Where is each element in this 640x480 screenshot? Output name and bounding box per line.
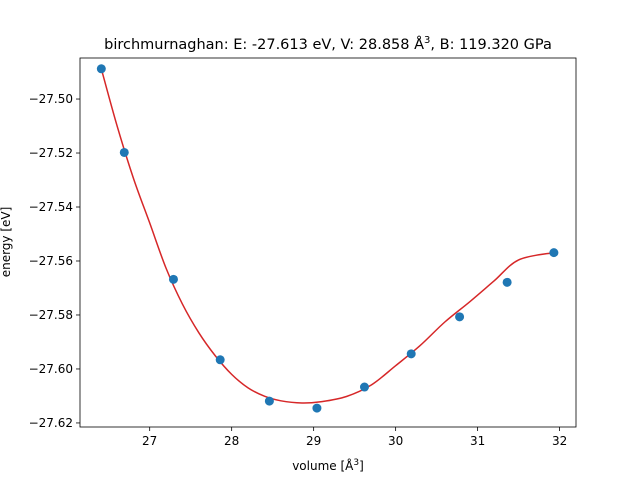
x-tick-label: 31	[470, 434, 485, 448]
y-tick-label: −27.54	[29, 200, 73, 214]
data-point	[312, 403, 322, 413]
plot-frame	[79, 57, 577, 428]
y-tick-label: −27.52	[29, 146, 73, 160]
data-point	[168, 274, 178, 284]
x-tick-label: 32	[552, 434, 567, 448]
chart-title: birchmurnaghan: E: -27.613 eV, V: 28.858…	[104, 35, 552, 53]
plot-area	[96, 64, 559, 413]
data-point	[359, 382, 369, 392]
data-point	[406, 349, 416, 359]
data-point	[264, 396, 274, 406]
y-tick-label: −27.58	[29, 308, 73, 322]
y-tick-label: −27.62	[29, 416, 73, 430]
y-tick-label: −27.60	[29, 362, 73, 376]
data-point	[502, 277, 512, 287]
data-point	[549, 248, 559, 258]
data-point	[455, 312, 465, 322]
fit-curve	[100, 68, 555, 404]
x-axis: 27 28 29 30 31 32	[142, 427, 567, 448]
data-point	[215, 355, 225, 365]
y-tick-label: −27.56	[29, 254, 73, 268]
x-tick-label: 28	[224, 434, 239, 448]
x-axis-label: volume [Å3]	[292, 458, 364, 473]
y-axis-label: energy [eV]	[0, 207, 13, 278]
x-tick-label: 29	[306, 434, 321, 448]
y-axis: −27.50 −27.52 −27.54 −27.56 −27.58 −27.60 −27.…	[29, 92, 80, 430]
x-tick-label: 30	[388, 434, 403, 448]
x-tick-label: 27	[142, 434, 157, 448]
data-point	[119, 147, 129, 157]
data-point	[96, 64, 106, 74]
y-tick-label: −27.50	[29, 92, 73, 106]
